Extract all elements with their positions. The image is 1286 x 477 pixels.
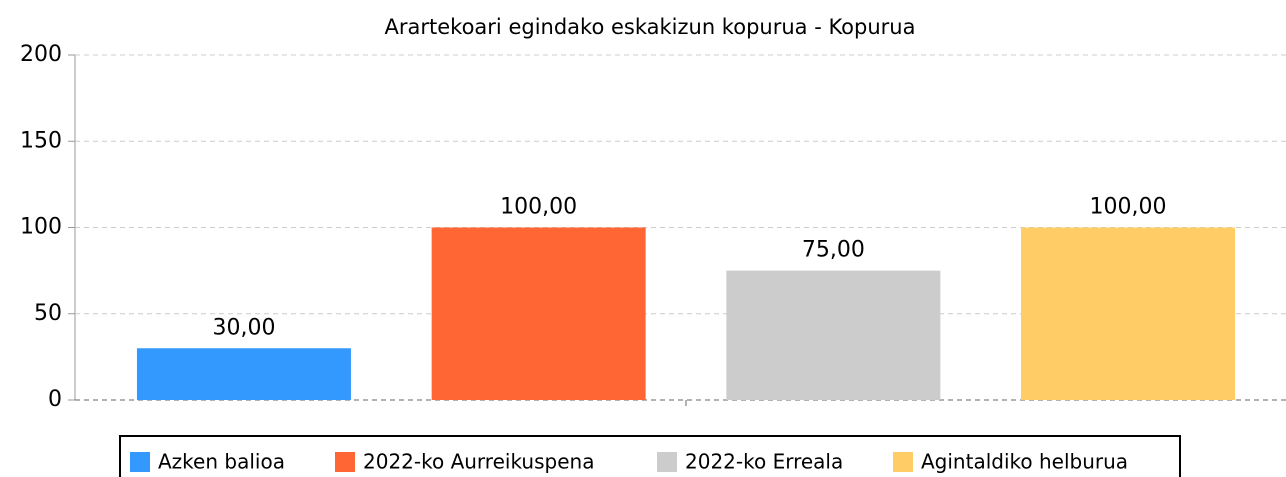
value-label: 100,00 bbox=[500, 195, 577, 220]
bar bbox=[1021, 227, 1236, 400]
y-tick-label: 100 bbox=[20, 215, 62, 240]
value-label: 30,00 bbox=[212, 315, 275, 340]
y-tick-label: 0 bbox=[48, 387, 62, 412]
legend-label: Azken balioa bbox=[158, 450, 285, 474]
legend-swatch bbox=[657, 452, 677, 472]
bar bbox=[431, 227, 646, 400]
value-label: 75,00 bbox=[802, 238, 865, 263]
legend-swatch bbox=[130, 452, 150, 472]
y-tick-label: 50 bbox=[34, 301, 62, 326]
legend-label: Agintaldiko helburua bbox=[921, 450, 1128, 474]
legend-swatch bbox=[893, 452, 913, 472]
y-tick-label: 150 bbox=[20, 128, 62, 153]
bar bbox=[136, 348, 351, 400]
legend-label: 2022-ko Aurreikuspena bbox=[363, 450, 594, 474]
legend-swatch bbox=[335, 452, 355, 472]
bar bbox=[726, 270, 941, 400]
y-tick-label: 200 bbox=[20, 42, 62, 67]
legend-box bbox=[119, 435, 1181, 477]
legend-label: 2022-ko Erreala bbox=[685, 450, 843, 474]
chart-title: Arartekoari egindako eskakizun kopurua -… bbox=[385, 15, 916, 39]
value-label: 100,00 bbox=[1090, 195, 1167, 220]
